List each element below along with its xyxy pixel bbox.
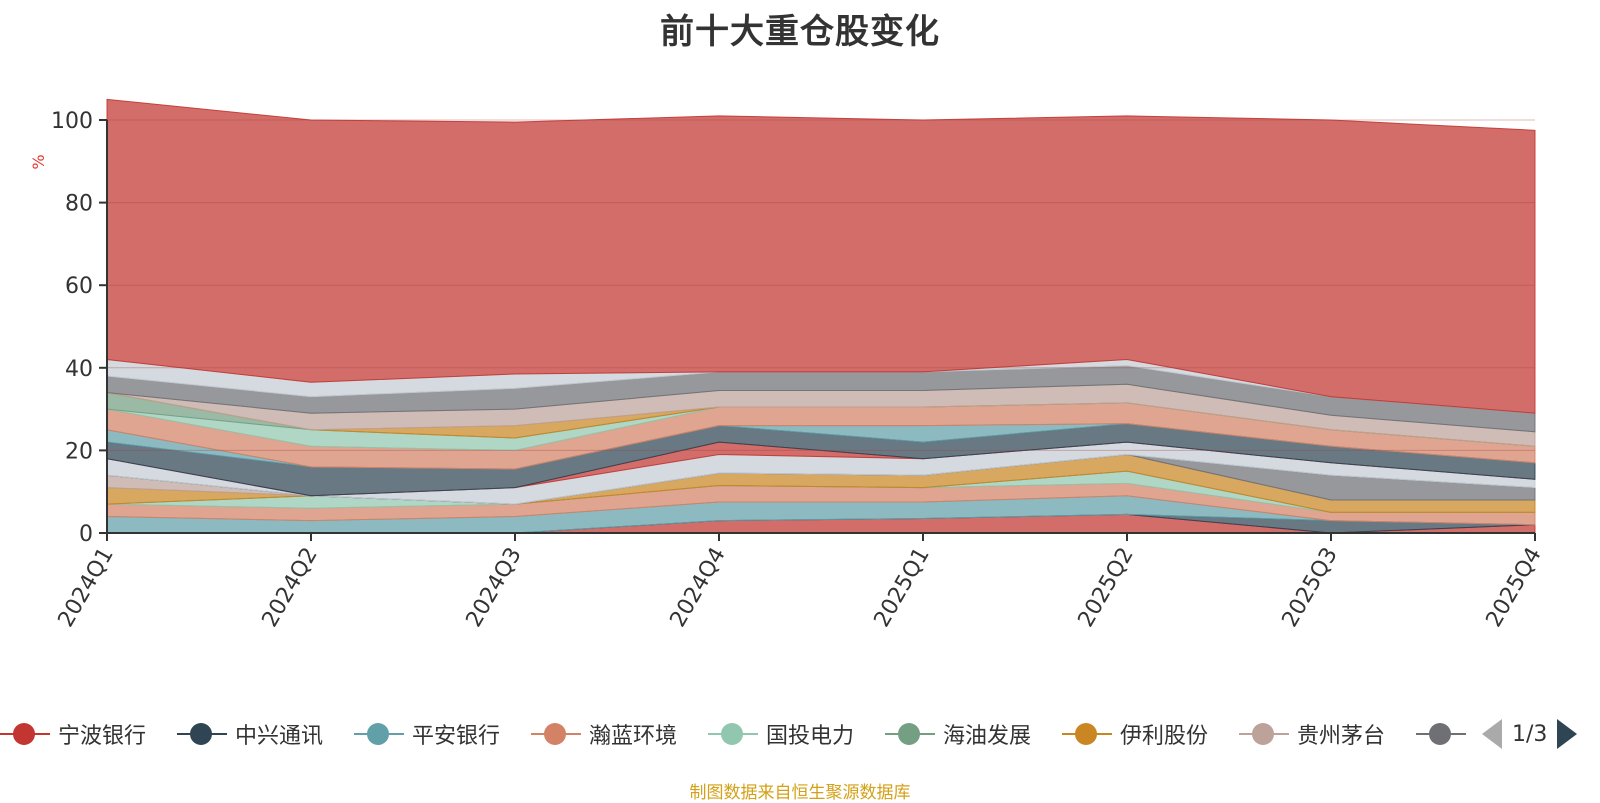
legend-marker-icon (531, 719, 581, 749)
legend-label: 伊利股份 (1120, 724, 1209, 749)
legend-next-icon[interactable] (1557, 719, 1578, 749)
legend-label: 瀚蓝环境 (589, 724, 678, 749)
legend: 宁波银行 中兴通讯 平安银行 瀚蓝环境 国投电力 海油发展 伊利股份 贵州茅台 (0, 714, 1600, 754)
legend-item[interactable]: 海油发展 (885, 714, 1031, 754)
legend-item[interactable]: 瀚蓝环境 (531, 714, 677, 754)
grid-lines (107, 119, 1535, 451)
y-tick-labels: 0 20 40 60 80 100 (51, 109, 93, 547)
y-tick-label: 60 (65, 274, 93, 299)
legend-marker-icon (1239, 719, 1289, 749)
legend-prev-icon[interactable] (1482, 719, 1502, 749)
x-tick-label: 2024Q2 (258, 543, 323, 631)
x-tick-label: 2024Q4 (666, 543, 731, 631)
legend-pager: 1/3 (1482, 714, 1578, 754)
legend-item[interactable]: 国投电力 (708, 714, 854, 754)
x-tick-labels: 2024Q1 2024Q2 2024Q3 2024Q4 2025Q1 2025Q2 2025… (54, 543, 1547, 631)
legend-item[interactable]: 平安银行 (354, 714, 500, 754)
legend-marker-icon (1062, 719, 1112, 749)
legend-item[interactable]: 中兴通讯 (177, 714, 323, 754)
legend-item[interactable]: 贵州茅台 (1239, 714, 1385, 754)
y-tick-label: 40 (65, 357, 93, 382)
legend-page-indicator: 1/3 (1512, 721, 1548, 747)
x-tick-label: 2025Q3 (1278, 543, 1343, 631)
legend-label: 海油发展 (943, 724, 1032, 749)
legend-marker-icon (1416, 719, 1466, 749)
legend-marker-icon (0, 719, 50, 749)
legend-marker-icon (177, 719, 227, 749)
legend-item-partial[interactable] (1416, 714, 1466, 754)
legend-items: 宁波银行 中兴通讯 平安银行 瀚蓝环境 国投电力 海油发展 伊利股份 贵州茅台 (0, 714, 1468, 754)
x-tick-label: 2024Q3 (462, 543, 527, 631)
legend-marker-icon (708, 719, 758, 749)
x-tick-label: 2025Q2 (1074, 543, 1139, 631)
legend-marker-icon (885, 719, 935, 749)
x-tick-label: 2025Q4 (1482, 543, 1547, 631)
y-tick-label: 100 (51, 109, 93, 134)
y-axis-unit: % (29, 154, 48, 169)
legend-marker-icon (354, 719, 404, 749)
x-tick-label: 2024Q1 (54, 543, 119, 631)
legend-label: 贵州茅台 (1297, 724, 1386, 749)
axes (99, 119, 1536, 541)
legend-item[interactable]: 宁波银行 (0, 714, 146, 754)
area-series-21 (106, 98, 1536, 414)
legend-label: 中兴通讯 (235, 724, 324, 749)
legend-label: 平安银行 (412, 724, 501, 749)
chart-title: 前十大重仓股变化 (660, 12, 940, 52)
y-tick-label: 80 (65, 192, 93, 217)
source-note: 制图数据来自恒生聚源数据库 (689, 783, 911, 803)
x-tick-label: 2025Q1 (870, 543, 935, 631)
area-layers (106, 98, 1536, 534)
legend-item[interactable]: 伊利股份 (1062, 714, 1208, 754)
legend-label: 宁波银行 (58, 724, 147, 749)
y-tick-label: 20 (65, 439, 93, 464)
y-tick-label: 0 (79, 522, 93, 547)
legend-label: 国投电力 (766, 724, 855, 749)
